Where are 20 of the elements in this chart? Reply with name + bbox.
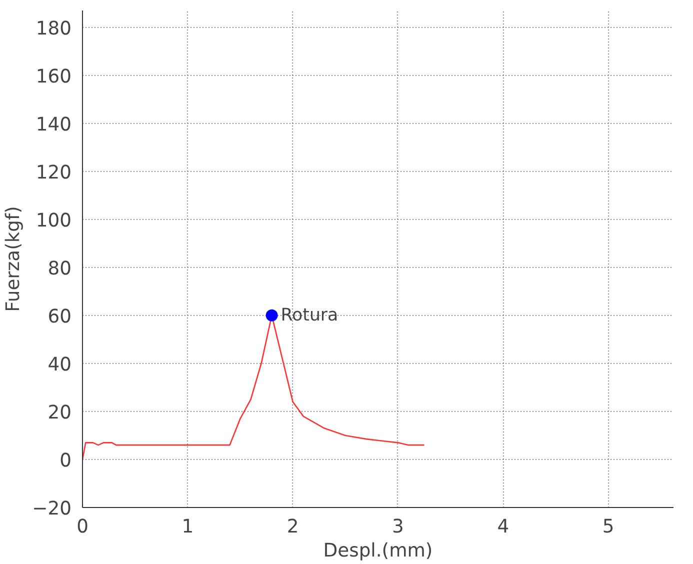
y-tick-label: 0	[60, 450, 72, 472]
y-tick-label: 140	[36, 114, 72, 136]
x-tick-label: 5	[602, 516, 614, 538]
x-tick-label: 0	[76, 516, 88, 538]
y-tick-label: 80	[48, 258, 72, 280]
x-axis-title: Despl.(mm)	[323, 540, 433, 562]
x-tick-label: 4	[497, 516, 510, 538]
y-tick-label: 20	[48, 402, 72, 424]
y-axis-title: Fuerza(kgf)	[3, 206, 24, 312]
y-tick-label: 40	[48, 354, 72, 376]
x-tick-label: 2	[286, 516, 299, 538]
y-tick-label: −20	[32, 498, 72, 520]
y-tick-label: 60	[48, 306, 72, 328]
x-tick-label: 3	[392, 516, 404, 538]
y-tick-label: 120	[36, 162, 72, 184]
y-tick-label: 180	[36, 18, 72, 40]
y-tick-label: 160	[36, 66, 72, 88]
annotation: Rotura	[280, 305, 338, 326]
x-tick-label: 1	[182, 516, 194, 538]
y-tick-label: 100	[36, 210, 72, 232]
